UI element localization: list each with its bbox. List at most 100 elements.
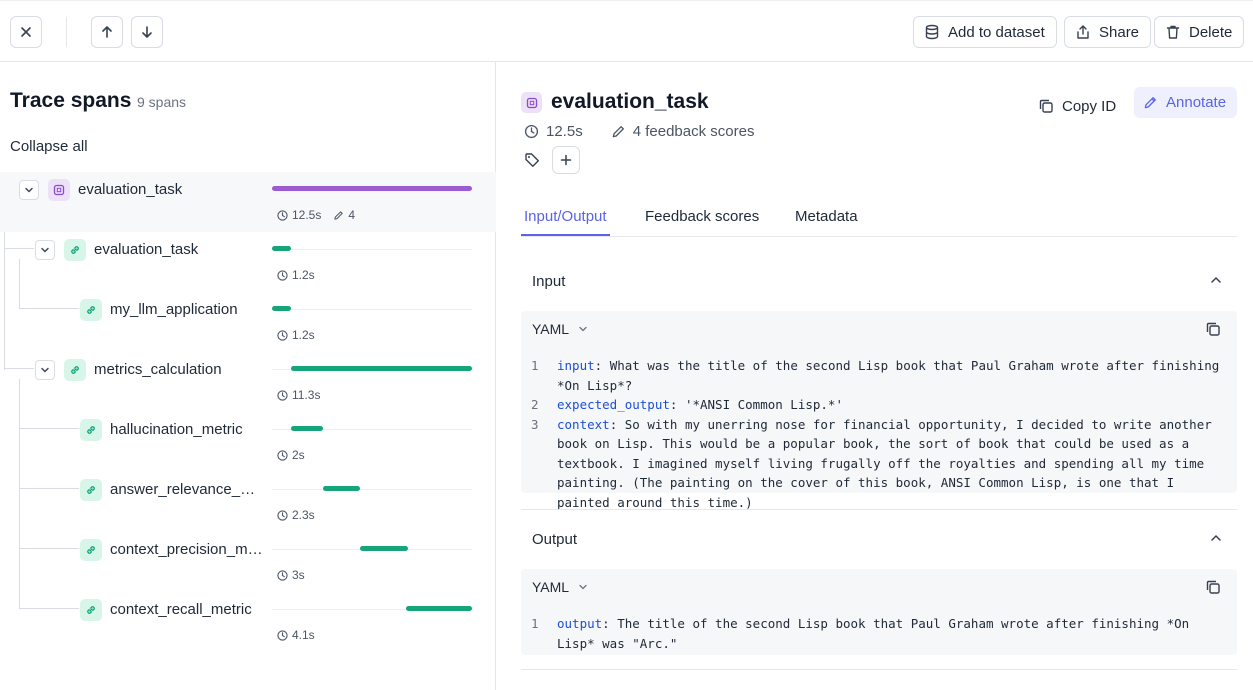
clock-icon bbox=[277, 629, 288, 641]
copy-id-button[interactable]: Copy ID bbox=[1038, 91, 1116, 121]
chevron-down-icon bbox=[579, 326, 587, 332]
span-duration: 1.2s bbox=[292, 268, 315, 282]
format-label: YAML bbox=[532, 579, 570, 595]
timeline-track bbox=[272, 309, 472, 310]
tree-line bbox=[19, 308, 79, 309]
trace-spans-title: Trace spans bbox=[10, 89, 132, 112]
format-select[interactable]: YAML bbox=[532, 579, 588, 595]
code-header: YAML bbox=[521, 569, 1237, 605]
tab-feedback-scores[interactable]: Feedback scores bbox=[645, 208, 760, 225]
clock-icon bbox=[277, 209, 288, 221]
span-duration: 1.2s bbox=[292, 328, 315, 342]
yaml-key: output bbox=[557, 616, 603, 631]
span-summary: 12.5s 4 feedback scores bbox=[524, 123, 754, 140]
trace-span-icon bbox=[521, 92, 542, 113]
close-icon bbox=[21, 27, 31, 37]
copy-id-label: Copy ID bbox=[1062, 97, 1117, 115]
span-name: context_precision_m… bbox=[110, 541, 263, 558]
link-icon bbox=[64, 239, 86, 261]
collapse-toggle[interactable] bbox=[19, 180, 39, 200]
line-number: 1 bbox=[531, 358, 539, 373]
code-line: 3 context: So with my unerring nose for f… bbox=[531, 416, 1212, 510]
annotate-label: Annotate bbox=[1166, 94, 1227, 111]
annotate-button[interactable]: Annotate bbox=[1134, 87, 1237, 118]
input-section-label: Input bbox=[532, 273, 566, 290]
span-duration: 3s bbox=[292, 568, 305, 582]
trash-icon bbox=[1166, 25, 1180, 39]
span-meta: 2.3s bbox=[277, 508, 315, 522]
delete-button[interactable]: Delete bbox=[1154, 16, 1245, 48]
timeline-track bbox=[272, 249, 472, 250]
section-divider bbox=[521, 669, 1237, 670]
previous-button[interactable] bbox=[91, 16, 123, 48]
span-meta: 2s bbox=[277, 448, 305, 462]
add-tag-button[interactable] bbox=[552, 146, 580, 174]
next-button[interactable] bbox=[131, 16, 163, 48]
add-to-dataset-label: Add to dataset bbox=[948, 23, 1045, 41]
collapse-all-button[interactable]: Collapse all bbox=[10, 138, 88, 155]
tree-line bbox=[4, 368, 34, 369]
copy-icon bbox=[1039, 99, 1053, 113]
span-row-metrics-calculation[interactable]: metrics_calculation 11.3s bbox=[0, 352, 496, 412]
collapse-toggle[interactable] bbox=[35, 360, 55, 380]
arrow-up-icon bbox=[102, 26, 112, 38]
tab-input-output[interactable]: Input/Output bbox=[524, 208, 607, 225]
link-icon bbox=[80, 599, 102, 621]
close-button[interactable] bbox=[10, 16, 42, 48]
span-duration-bar bbox=[291, 366, 472, 371]
line-number: 2 bbox=[531, 397, 539, 412]
tree-line bbox=[19, 548, 79, 549]
span-row-evaluation-task[interactable]: evaluation_task 1.2s bbox=[0, 232, 496, 292]
delete-label: Delete bbox=[1189, 23, 1233, 41]
span-name: evaluation_task bbox=[78, 181, 183, 198]
span-title: evaluation_task bbox=[551, 90, 709, 113]
tab-metadata[interactable]: Metadata bbox=[795, 208, 858, 225]
code-line: 1 output: The title of the second Lisp bo… bbox=[531, 616, 1190, 651]
collapse-toggle[interactable] bbox=[35, 240, 55, 260]
chevron-down-icon bbox=[41, 367, 49, 373]
span-meta: 3s bbox=[277, 568, 305, 582]
copy-icon[interactable] bbox=[1205, 579, 1221, 595]
span-row-evaluation-task-root[interactable]: evaluation_task 12.5s 4 bbox=[0, 172, 496, 232]
span-name: answer_relevance_… bbox=[110, 481, 256, 498]
copy-icon[interactable] bbox=[1205, 321, 1221, 337]
span-meta: 1.2s bbox=[277, 328, 315, 342]
pencil-icon bbox=[612, 126, 624, 138]
timeline-track bbox=[272, 429, 472, 430]
yaml-key: context bbox=[557, 416, 610, 432]
top-toolbar: Add to dataset Share Delete bbox=[0, 0, 1253, 62]
span-duration-bar bbox=[323, 486, 360, 491]
span-row-context-precision[interactable]: context_precision_m… 3s bbox=[0, 532, 496, 592]
span-name: context_recall_metric bbox=[110, 601, 252, 618]
clock-icon bbox=[277, 269, 288, 281]
active-tab-indicator bbox=[521, 234, 610, 236]
span-row-answer-relevance[interactable]: answer_relevance_… 2.3s bbox=[0, 472, 496, 532]
span-duration-bar bbox=[272, 306, 292, 311]
clock-icon bbox=[277, 389, 288, 401]
format-label: YAML bbox=[532, 321, 570, 337]
output-section-header[interactable]: Output bbox=[521, 519, 1237, 559]
share-button[interactable]: Share bbox=[1064, 16, 1152, 48]
chevron-up-icon bbox=[1211, 276, 1221, 283]
arrow-down-icon bbox=[142, 26, 152, 38]
yaml-key: input bbox=[557, 358, 595, 373]
span-row-my-llm-application[interactable]: my_llm_application 1.2s bbox=[0, 292, 496, 352]
span-name: hallucination_metric bbox=[110, 421, 243, 438]
span-row-hallucination-metric[interactable]: hallucination_metric 2s bbox=[0, 412, 496, 472]
toolbar-divider bbox=[66, 17, 67, 47]
tree-line bbox=[4, 188, 5, 370]
span-duration-bar bbox=[272, 186, 472, 191]
add-to-dataset-button[interactable]: Add to dataset bbox=[913, 16, 1057, 48]
pencil-icon bbox=[334, 210, 344, 220]
span-row-context-recall-metric[interactable]: context_recall_metric 4.1s bbox=[0, 592, 496, 652]
timeline-track bbox=[272, 609, 472, 610]
input-code-block: YAML 1 input: What was the title of the s… bbox=[521, 311, 1237, 510]
input-section-header[interactable]: Input bbox=[521, 261, 1237, 301]
code-line: 1 input: What was the title of the second… bbox=[531, 358, 1220, 393]
format-select[interactable]: YAML bbox=[532, 321, 588, 337]
database-icon bbox=[925, 24, 939, 40]
chevron-down-icon bbox=[41, 247, 49, 253]
span-name: my_llm_application bbox=[110, 301, 238, 318]
tree-line bbox=[19, 428, 79, 429]
line-number: 3 bbox=[531, 416, 539, 432]
